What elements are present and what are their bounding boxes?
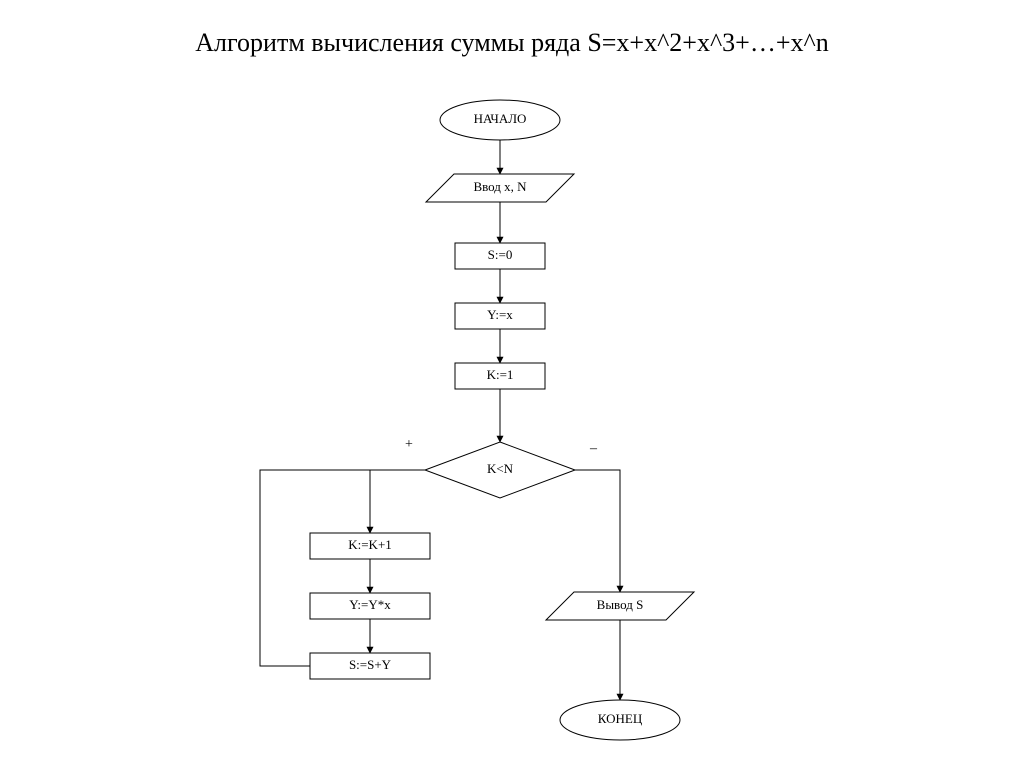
flowchart: + – НАЧАЛО Ввод x, N S:=0 Y:=x K:=1 K<N K:=K+1 Y:… <box>0 0 1024 768</box>
node-label-k1: K:=1 <box>487 367 514 382</box>
node-label-output: Вывод S <box>597 597 644 612</box>
node-label-s0: S:=0 <box>488 247 513 262</box>
edge-cond-kinc <box>370 470 425 533</box>
edge-cond-output <box>575 470 620 592</box>
node-label-kinc: K:=K+1 <box>348 537 392 552</box>
edge-label-cond-kinc: + <box>405 437 413 452</box>
node-label-ssum: S:=S+Y <box>349 657 392 672</box>
node-label-ymul: Y:=Y*x <box>349 597 391 612</box>
edge-ssum-cond <box>260 470 425 666</box>
node-label-end: КОНЕЦ <box>598 711 643 726</box>
node-label-input: Ввод x, N <box>473 179 527 194</box>
node-label-cond: K<N <box>487 461 514 476</box>
node-label-start: НАЧАЛО <box>474 111 527 126</box>
node-label-yx: Y:=x <box>487 307 513 322</box>
edge-label-cond-output: – <box>589 441 598 456</box>
